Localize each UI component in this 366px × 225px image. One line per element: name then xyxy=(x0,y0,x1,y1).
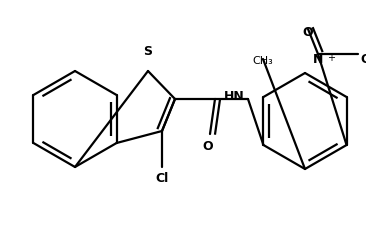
Text: +: + xyxy=(327,53,335,63)
Text: CH₃: CH₃ xyxy=(253,56,273,66)
Text: O: O xyxy=(203,139,213,152)
Text: HN: HN xyxy=(224,90,245,103)
Text: O: O xyxy=(303,26,313,39)
Text: Cl: Cl xyxy=(156,171,169,184)
Text: S: S xyxy=(143,45,153,58)
Text: N: N xyxy=(313,53,323,66)
Text: O: O xyxy=(360,53,366,66)
